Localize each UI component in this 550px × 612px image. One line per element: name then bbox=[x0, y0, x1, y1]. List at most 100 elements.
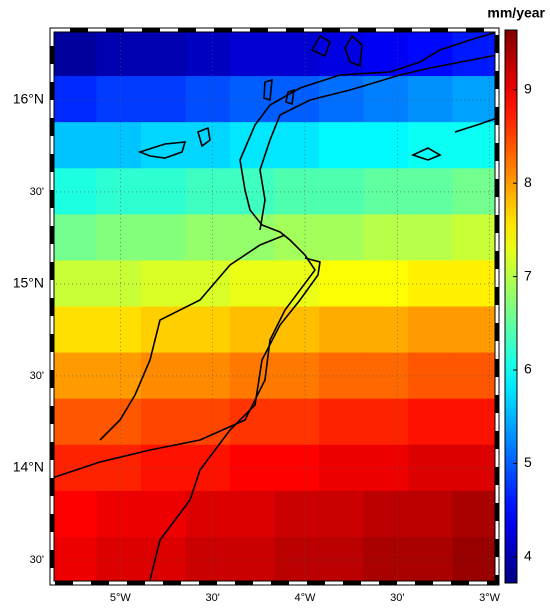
x-tick-label: 5°W bbox=[110, 592, 132, 604]
lake bbox=[285, 88, 295, 106]
cell bbox=[141, 122, 186, 169]
colorbar bbox=[504, 29, 518, 584]
cell bbox=[408, 260, 453, 307]
cell bbox=[452, 444, 498, 492]
cell bbox=[452, 76, 498, 123]
cell bbox=[52, 214, 97, 261]
colorbar-tick-label: 6 bbox=[524, 361, 532, 377]
cell bbox=[96, 306, 142, 354]
cell bbox=[141, 260, 186, 307]
cell bbox=[319, 444, 364, 492]
cell bbox=[363, 536, 409, 584]
y-tick-label: 16°N bbox=[13, 91, 44, 107]
y-tick-label: 14°N bbox=[13, 459, 44, 475]
cell bbox=[408, 122, 453, 169]
cell bbox=[52, 536, 97, 584]
cell bbox=[274, 30, 320, 77]
cell bbox=[452, 352, 498, 400]
colorbar-tick-label: 9 bbox=[524, 80, 532, 96]
cell bbox=[274, 214, 320, 261]
cell bbox=[141, 214, 186, 261]
cell bbox=[408, 214, 453, 261]
cell bbox=[363, 76, 409, 123]
cell bbox=[96, 168, 142, 215]
axes: 5°W 30' 4°W 30' 3°W 30' 14°N 30' 15°N 30' 16°N bbox=[13, 91, 501, 604]
cell bbox=[141, 306, 186, 354]
cell bbox=[185, 76, 231, 123]
cell bbox=[141, 76, 186, 123]
cell bbox=[363, 490, 409, 538]
x-tick-label: 3°W bbox=[479, 592, 501, 604]
cell bbox=[452, 536, 498, 584]
cell bbox=[52, 306, 97, 354]
cell bbox=[274, 122, 320, 169]
cell bbox=[408, 536, 453, 584]
cell bbox=[96, 30, 142, 77]
cell bbox=[230, 30, 275, 77]
lake bbox=[137, 141, 187, 159]
cell bbox=[185, 168, 231, 215]
y-tick-label: 30' bbox=[30, 554, 44, 566]
cell bbox=[52, 398, 97, 446]
cell bbox=[452, 168, 498, 215]
cell bbox=[52, 260, 97, 307]
cell bbox=[141, 398, 186, 446]
cell bbox=[363, 306, 409, 354]
cell bbox=[319, 76, 364, 123]
cell bbox=[408, 352, 453, 400]
cell bbox=[363, 30, 409, 77]
cell bbox=[230, 214, 275, 261]
cell bbox=[96, 260, 142, 307]
cell bbox=[319, 260, 364, 307]
cell bbox=[363, 398, 409, 446]
colorbar-label: mm/year bbox=[487, 5, 545, 21]
cell bbox=[96, 214, 142, 261]
cell bbox=[141, 536, 186, 584]
y-tick-label: 30' bbox=[30, 370, 44, 382]
cell bbox=[452, 260, 498, 307]
lake bbox=[410, 147, 442, 161]
river bbox=[149, 257, 321, 581]
frame-dash bbox=[50, 28, 499, 585]
x-tick-label: 30' bbox=[205, 592, 219, 604]
cell bbox=[363, 260, 409, 307]
cell bbox=[319, 536, 364, 584]
cell bbox=[52, 76, 97, 123]
cell bbox=[274, 490, 320, 538]
x-tick-label: 30' bbox=[390, 592, 404, 604]
cell bbox=[230, 168, 275, 215]
cell bbox=[185, 214, 231, 261]
cell bbox=[185, 398, 231, 446]
cell bbox=[408, 76, 453, 123]
cell bbox=[52, 122, 97, 169]
cell bbox=[452, 398, 498, 446]
cell bbox=[96, 490, 142, 538]
cell bbox=[52, 30, 97, 77]
cell bbox=[452, 214, 498, 261]
cell bbox=[408, 168, 453, 215]
colorbar-tick-label: 7 bbox=[524, 267, 532, 283]
cell bbox=[274, 306, 320, 354]
grid bbox=[52, 30, 497, 583]
cell bbox=[185, 490, 231, 538]
river bbox=[99, 234, 286, 441]
cell bbox=[363, 214, 409, 261]
colorbar-tick-label: 4 bbox=[524, 548, 532, 564]
cell bbox=[319, 398, 364, 446]
cell bbox=[185, 30, 231, 77]
cell bbox=[319, 352, 364, 400]
cell bbox=[185, 306, 231, 354]
lake bbox=[263, 78, 273, 102]
cell bbox=[96, 536, 142, 584]
cell bbox=[319, 214, 364, 261]
cell bbox=[363, 352, 409, 400]
colorbar-tick-label: 5 bbox=[524, 454, 532, 470]
cells bbox=[52, 30, 498, 584]
cell bbox=[96, 352, 142, 400]
cell bbox=[319, 122, 364, 169]
cell bbox=[230, 490, 275, 538]
cell bbox=[363, 444, 409, 492]
y-tick-label: 15°N bbox=[13, 275, 44, 291]
cell bbox=[96, 444, 142, 492]
cell bbox=[141, 352, 186, 400]
